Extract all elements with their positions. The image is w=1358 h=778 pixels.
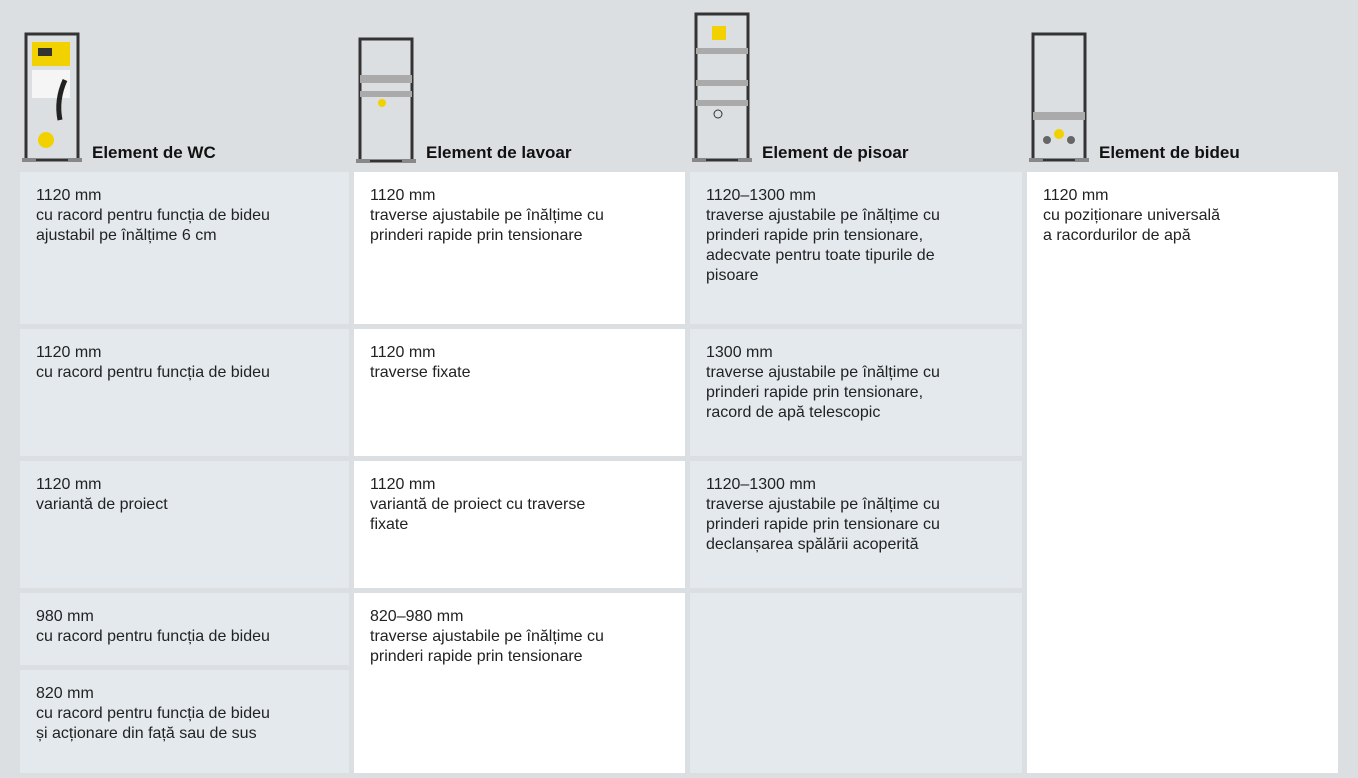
- cell-text: ajustabil pe înălțime 6 cm: [36, 227, 217, 244]
- column-title: Element de lavoar: [426, 143, 572, 162]
- cell-text: cu poziționare universală: [1043, 207, 1220, 224]
- cell-text: 1120–1300 mm: [706, 187, 816, 204]
- cell-text: 820 mm: [36, 685, 94, 702]
- cell-text: variantă de proiect cu traverse: [370, 496, 586, 513]
- table-cell: 1120 mm variantă de proiect: [20, 461, 349, 588]
- cell-text: 1120 mm: [1043, 187, 1109, 204]
- cell-text: 1120 mm: [36, 187, 102, 204]
- cell-text: traverse ajustabile pe înălțime cu: [370, 628, 604, 645]
- washbasin-frame-icon: [356, 37, 416, 163]
- cell-text: 1300 mm: [706, 344, 773, 361]
- cell-text: 980 mm: [36, 608, 94, 625]
- cell-text: 1120 mm: [370, 476, 436, 493]
- cell-text: și acționare din față sau de sus: [36, 725, 257, 742]
- cell-text: 1120–1300 mm: [706, 476, 816, 493]
- cell-text: 1120 mm: [370, 344, 436, 361]
- table-cell: 980 mm cu racord pentru funcția de bideu: [20, 593, 349, 665]
- cell-text: fixate: [370, 516, 409, 533]
- empty-cell: [690, 593, 1022, 773]
- cell-text: variantă de proiect: [36, 496, 168, 513]
- cell-text: prinderi rapide prin tensionare,: [706, 384, 924, 401]
- column-title: Element de bideu: [1099, 143, 1240, 162]
- column-title: Element de WC: [92, 143, 216, 162]
- table-cell: 1120 mm traverse fixate: [354, 329, 685, 456]
- cell-text: cu racord pentru funcția de bideu: [36, 628, 270, 645]
- wc-frame-icon: [22, 32, 82, 162]
- table-cell: 820 mm cu racord pentru funcția de bideu ș…: [20, 670, 349, 773]
- cell-text: prinderi rapide prin tensionare: [370, 227, 583, 244]
- cell-text: cu racord pentru funcția de bideu: [36, 207, 270, 224]
- table-cell: 1300 mm traverse ajustabile pe înălțime c…: [690, 329, 1022, 456]
- cell-text: traverse ajustabile pe înălțime cu: [706, 496, 940, 513]
- urinal-frame-icon: [692, 12, 752, 162]
- table-cell: 1120–1300 mm traverse ajustabile pe înălț…: [690, 461, 1022, 588]
- cell-text: prinderi rapide prin tensionare: [370, 648, 583, 665]
- table-cell: 1120 mm cu poziționare universală a racord…: [1027, 172, 1338, 773]
- table-cell: 1120 mm variantă de proiect cu traverse fi…: [354, 461, 685, 588]
- cell-text: traverse ajustabile pe înălțime cu: [370, 207, 604, 224]
- cell-text: cu racord pentru funcția de bideu: [36, 364, 270, 381]
- cell-text: prinderi rapide prin tensionare cu: [706, 516, 940, 533]
- cell-text: traverse fixate: [370, 364, 471, 381]
- cell-text: traverse ajustabile pe înălțime cu: [706, 364, 940, 381]
- table-cell: 1120 mm traverse ajustabile pe înălțime c…: [354, 172, 685, 324]
- cell-text: a racordurilor de apă: [1043, 227, 1191, 244]
- cell-text: racord de apă telescopic: [706, 404, 881, 421]
- table-cell: 1120 mm cu racord pentru funcția de bideu…: [20, 172, 349, 324]
- bidet-frame-icon: [1029, 32, 1089, 162]
- cell-text: cu racord pentru funcția de bideu: [36, 705, 270, 722]
- cell-text: 1120 mm: [36, 344, 102, 361]
- cell-text: prinderi rapide prin tensionare,: [706, 227, 924, 244]
- table-cell: 820–980 mm traverse ajustabile pe înălțim…: [354, 593, 685, 773]
- table-cell: 1120–1300 mm traverse ajustabile pe înălț…: [690, 172, 1022, 324]
- table-cell: 1120 mm cu racord pentru funcția de bideu: [20, 329, 349, 456]
- column-title: Element de pisoar: [762, 143, 909, 162]
- cell-text: traverse ajustabile pe înălțime cu: [706, 207, 940, 224]
- cell-text: pisoare: [706, 267, 759, 284]
- cell-text: 1120 mm: [370, 187, 436, 204]
- cell-text: 820–980 mm: [370, 608, 464, 625]
- cell-text: declanșarea spălării acoperită: [706, 536, 919, 553]
- cell-text: 1120 mm: [36, 476, 102, 493]
- cell-text: adecvate pentru toate tipurile de: [706, 247, 935, 264]
